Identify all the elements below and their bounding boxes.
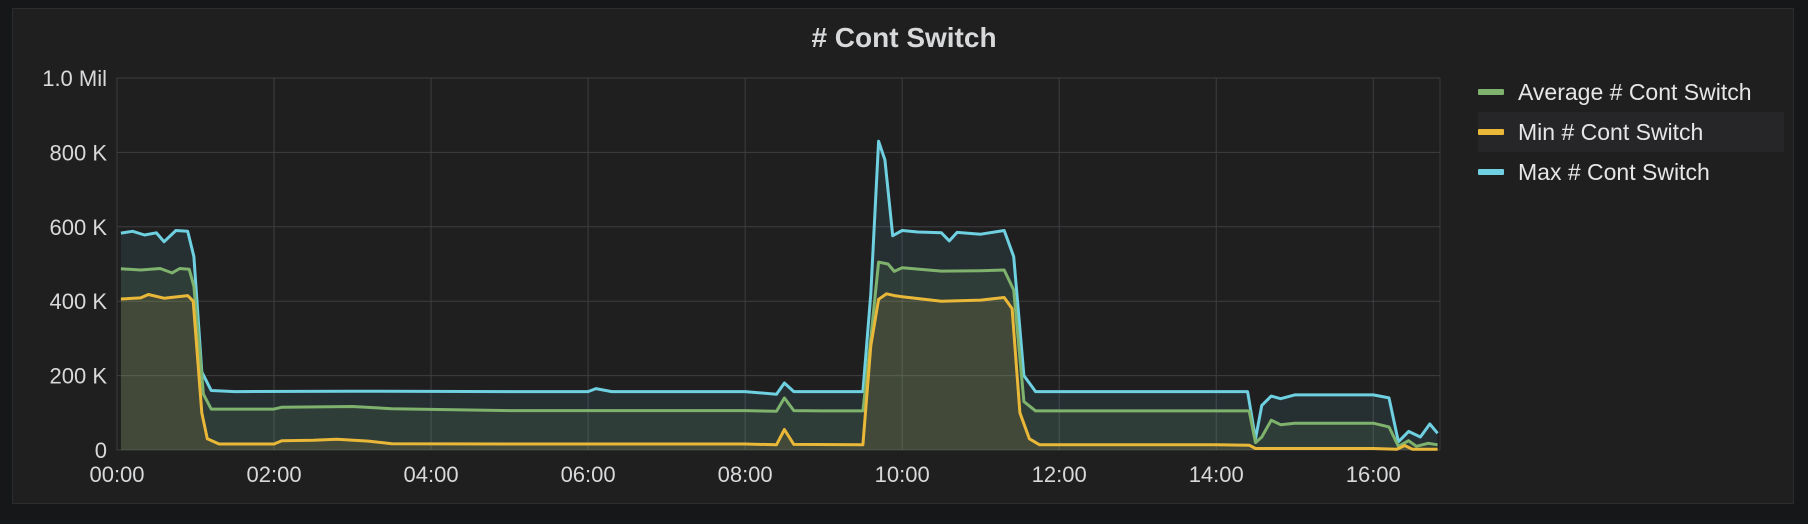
y-tick-label: 1.0 Mil: [42, 66, 107, 91]
x-tick-label: 04:00: [404, 462, 459, 487]
legend-label-max[interactable]: Max # Cont Switch: [1518, 158, 1710, 185]
x-tick-label: 00:00: [89, 462, 144, 487]
x-tick-label: 14:00: [1189, 462, 1244, 487]
series-line-1[interactable]: [120, 292, 1438, 451]
legend-item-max[interactable]: Max # Cont Switch: [1478, 152, 1784, 192]
legend-item-min[interactable]: Min # Cont Switch: [1478, 112, 1784, 152]
legend-swatch-min: [1478, 129, 1504, 135]
legend: Average # Cont Switch Min # Cont Switch …: [1478, 72, 1784, 192]
y-tick-label: 200 K: [50, 364, 108, 389]
x-tick-label: 10:00: [875, 462, 930, 487]
y-tick-label: 600 K: [50, 215, 108, 240]
series-lines: [120, 139, 1439, 451]
y-axis-ticks: 0 200 K 400 K 600 K 800 K 1.0 Mil: [42, 66, 107, 463]
series-line-2[interactable]: [120, 139, 1439, 444]
series-areas: [120, 141, 1438, 450]
legend-label-min[interactable]: Min # Cont Switch: [1518, 118, 1704, 145]
x-axis-ticks: 00:00 02:00 04:00 06:00 08:00 10:00 12:00 14:00…: [89, 462, 1400, 487]
series-area-2: [120, 141, 1438, 450]
series-line-0[interactable]: [120, 260, 1438, 448]
x-tick-label: 16:00: [1346, 462, 1401, 487]
legend-swatch-max: [1478, 169, 1504, 175]
y-tick-label: 800 K: [50, 140, 108, 165]
grid-lines: [116, 77, 1441, 451]
series-area-0: [120, 262, 1438, 450]
x-tick-label: 02:00: [247, 462, 302, 487]
y-tick-label: 0: [95, 438, 107, 463]
legend-label-average[interactable]: Average # Cont Switch: [1518, 78, 1752, 105]
x-tick-label: 08:00: [718, 462, 773, 487]
legend-swatch-average: [1478, 89, 1504, 95]
x-tick-label: 12:00: [1032, 462, 1087, 487]
panel-title[interactable]: # Cont Switch: [811, 22, 997, 53]
y-tick-label: 400 K: [50, 289, 108, 314]
legend-item-average[interactable]: Average # Cont Switch: [1478, 72, 1784, 112]
x-tick-label: 06:00: [561, 462, 616, 487]
